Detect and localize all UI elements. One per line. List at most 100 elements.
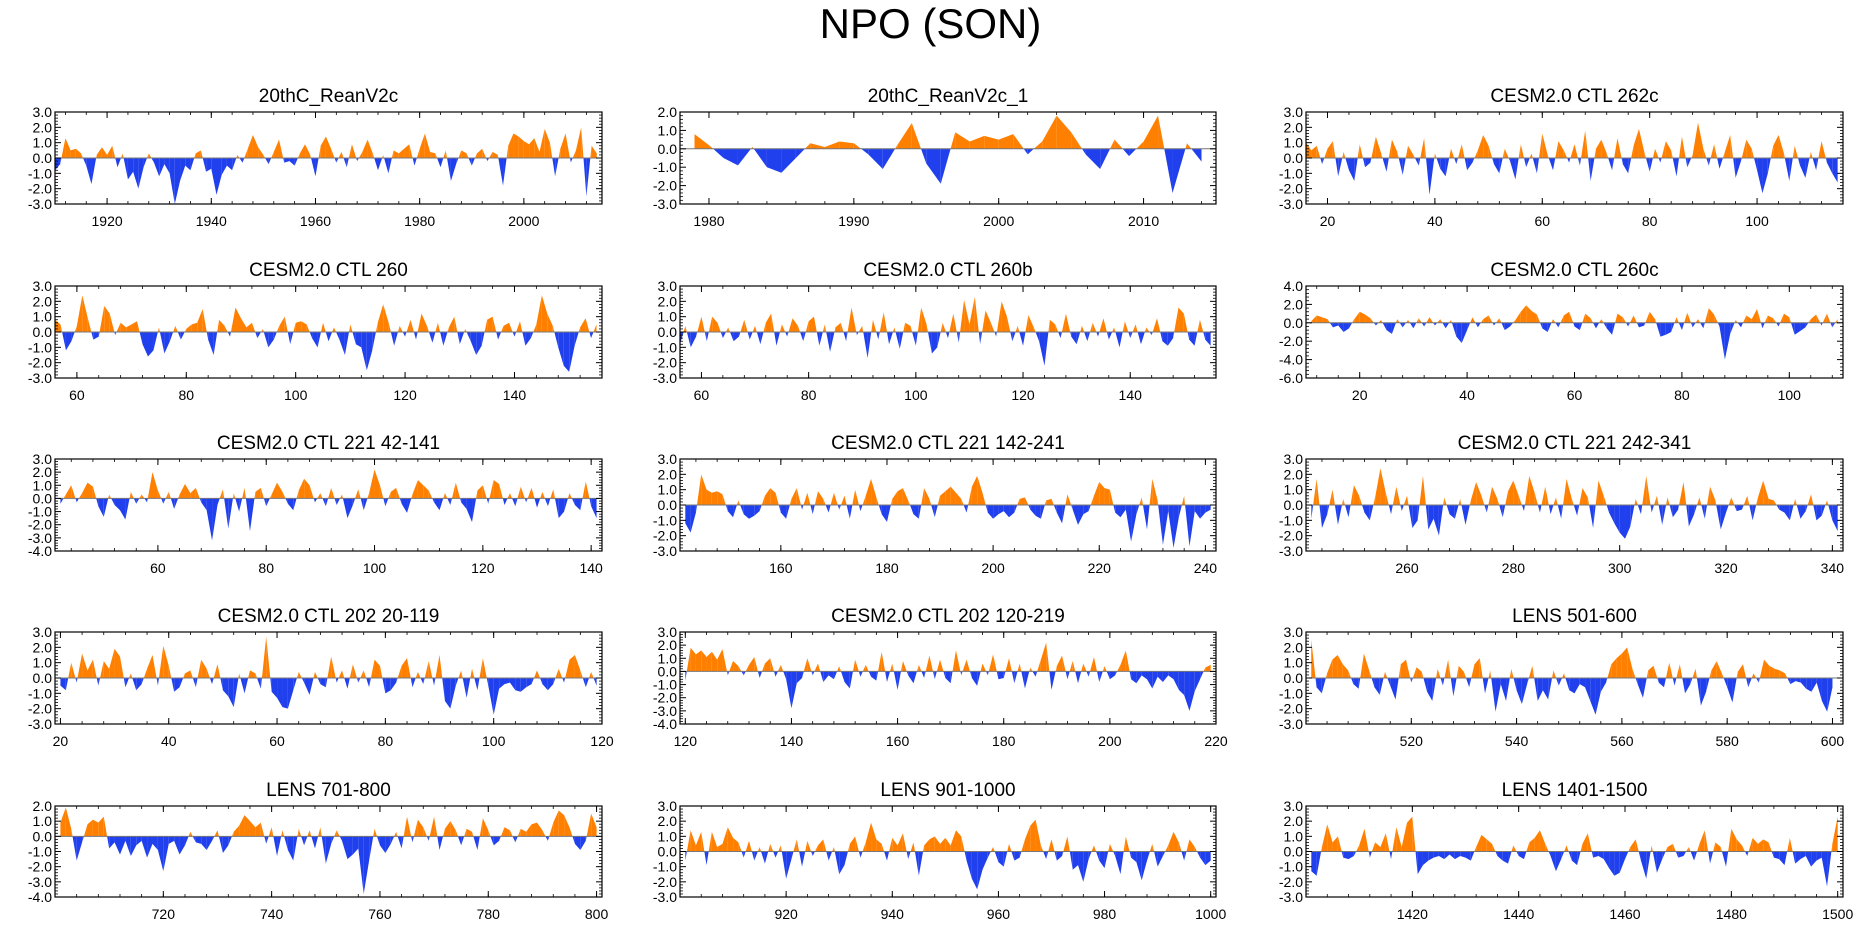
positive-area: [1152, 843, 1155, 852]
negative-area: [339, 332, 345, 355]
negative-area: [476, 332, 482, 355]
positive-area: [325, 136, 332, 158]
negative-area: [743, 671, 746, 676]
y-tick-label: 2.0: [1284, 639, 1304, 655]
positive-area: [297, 828, 299, 837]
negative-area: [283, 158, 285, 163]
positive-area: [1092, 322, 1097, 332]
negative-area: [803, 332, 806, 342]
chart-title: LENS 501-600: [1512, 606, 1637, 627]
positive-area: [404, 144, 410, 158]
positive-area: [1601, 139, 1607, 158]
negative-area: [741, 671, 744, 676]
negative-area: [174, 498, 179, 509]
positive-area: [949, 313, 954, 332]
negative-area: [1370, 158, 1372, 163]
negative-area: [1083, 851, 1089, 882]
positive-area: [1348, 670, 1352, 678]
negative-area: [282, 678, 288, 709]
negative-area: [1800, 851, 1806, 860]
y-tick-label: -1.0: [653, 339, 677, 355]
positive-area: [1450, 320, 1452, 323]
negative-area: [260, 678, 262, 689]
positive-area: [993, 654, 997, 672]
negative-area: [72, 836, 77, 861]
positive-area: [1091, 845, 1094, 852]
positive-area: [814, 845, 818, 852]
positive-area: [591, 671, 594, 678]
negative-area: [1445, 158, 1450, 177]
positive-area: [832, 846, 834, 852]
negative-area: [1433, 505, 1439, 536]
positive-area: [1067, 494, 1072, 505]
positive-area: [1778, 135, 1784, 158]
negative-area: [285, 498, 288, 504]
positive-area: [444, 821, 451, 837]
positive-area: [1667, 497, 1670, 505]
negative-area: [1593, 505, 1596, 528]
positive-area: [382, 154, 384, 158]
chart-panel: CESM2.0 CTL 2603.02.01.00.0-1.0-2.0-3.06…: [28, 260, 603, 403]
negative-area: [1197, 851, 1201, 858]
negative-area: [109, 836, 115, 849]
positive-area: [1656, 495, 1659, 505]
negative-area: [1076, 332, 1081, 345]
positive-area: [383, 154, 385, 158]
negative-area: [1694, 505, 1698, 515]
negative-area: [192, 678, 196, 688]
positive-area: [775, 492, 779, 505]
negative-area: [1800, 678, 1807, 689]
negative-area: [65, 678, 69, 691]
negative-area: [220, 678, 223, 691]
negative-area: [1374, 678, 1380, 695]
negative-area: [924, 671, 926, 678]
positive-area: [271, 151, 274, 158]
positive-area: [233, 825, 240, 837]
negative-area: [1821, 505, 1826, 516]
negative-area: [1664, 678, 1666, 688]
positive-area: [383, 304, 389, 332]
negative-area: [706, 332, 709, 342]
positive-area: [1579, 488, 1583, 505]
negative-area: [1672, 505, 1679, 518]
positive-area: [1110, 139, 1115, 149]
positive-area: [443, 150, 446, 158]
negative-area: [774, 671, 776, 677]
positive-area: [1488, 145, 1493, 158]
negative-area: [1692, 322, 1696, 328]
negative-area: [1184, 671, 1190, 711]
negative-area: [795, 148, 805, 158]
positive-area: [574, 655, 581, 678]
positive-area: [63, 494, 66, 499]
negative-area: [1189, 332, 1195, 346]
negative-area: [1555, 851, 1562, 872]
positive-area: [1679, 136, 1682, 158]
x-tick-label: 780: [477, 906, 501, 922]
positive-area: [1795, 498, 1797, 505]
positive-area: [1352, 319, 1355, 323]
positive-area: [796, 488, 801, 505]
negative-area: [1436, 158, 1441, 169]
negative-area: [1685, 158, 1688, 168]
negative-area: [1466, 678, 1470, 688]
negative-area: [1685, 678, 1691, 694]
positive-area: [1337, 836, 1342, 852]
y-tick-label: -4.0: [1279, 352, 1303, 368]
negative-area: [268, 158, 272, 165]
negative-area: [690, 505, 696, 533]
y-tick-label: 2.0: [658, 637, 678, 653]
negative-area: [1456, 158, 1459, 165]
negative-area: [785, 332, 788, 337]
positive-area: [1679, 482, 1684, 505]
negative-area: [1548, 505, 1551, 515]
positive-area: [1141, 497, 1143, 505]
positive-area: [349, 324, 351, 332]
positive-area: [92, 486, 97, 499]
positive-area: [1371, 842, 1376, 852]
negative-area: [1495, 851, 1498, 857]
positive-area: [331, 148, 335, 158]
positive-area: [839, 141, 854, 149]
negative-area: [1147, 851, 1150, 861]
positive-area: [580, 670, 583, 678]
negative-area: [1606, 322, 1613, 335]
